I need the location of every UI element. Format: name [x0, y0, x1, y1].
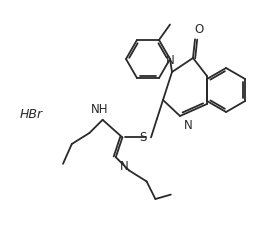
- Text: NH: NH: [91, 103, 108, 116]
- Text: N: N: [166, 54, 174, 67]
- Text: O: O: [194, 23, 204, 36]
- Text: N: N: [184, 119, 193, 132]
- Text: HBr: HBr: [20, 107, 43, 121]
- Text: S: S: [140, 131, 147, 144]
- Text: N: N: [120, 160, 129, 173]
